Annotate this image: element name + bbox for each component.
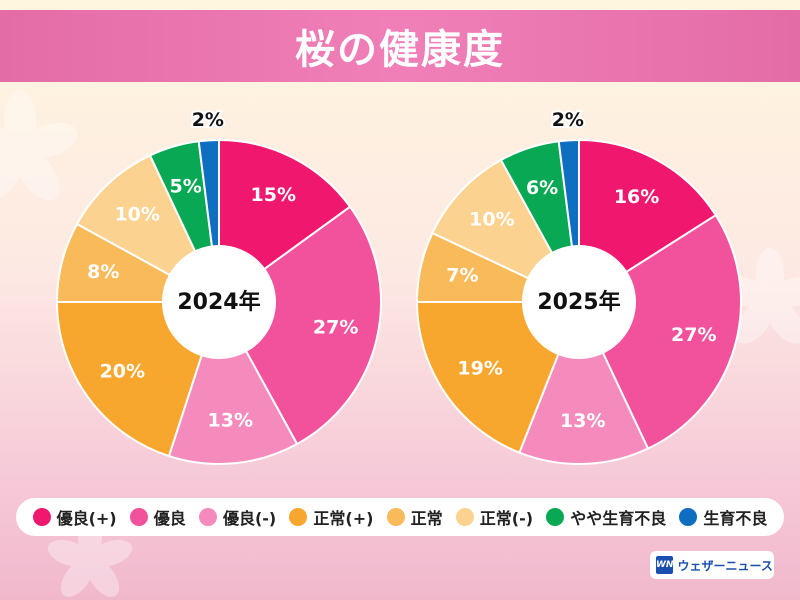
legend-item: 優良(-)	[198, 505, 277, 529]
legend-item: 正常	[386, 505, 443, 529]
weathernews-logo: WN ウェザーニュース	[650, 551, 774, 579]
legend-item: 優良	[129, 505, 186, 529]
legend-label: 優良(-)	[222, 509, 277, 528]
slice-label: 13%	[560, 410, 605, 432]
legend-label: 正常	[410, 509, 443, 528]
pie-center	[162, 245, 276, 359]
legend-swatch	[455, 508, 474, 526]
slice-label: 15%	[251, 184, 296, 206]
pie-slice	[217, 205, 382, 446]
slice-label: 19%	[457, 358, 502, 380]
legend-item: 生育不良	[679, 505, 767, 529]
legend-swatch	[679, 508, 698, 526]
legend-item: 正常(-)	[455, 505, 534, 529]
legend-label: 優良(+)	[56, 509, 117, 528]
slice-label: 6%	[526, 177, 558, 199]
slice-label: 10%	[114, 203, 159, 225]
legend-item: 正常(+)	[289, 505, 373, 529]
page-title: 桜の健康度	[295, 27, 505, 73]
legend-swatch	[546, 508, 565, 526]
pie-center-label: 2025年	[537, 289, 620, 315]
slice-label: 2%	[552, 109, 584, 131]
pie-chart-2: 16% 27% 13% 19% 7% 10% 6% 2% 2025年	[415, 107, 742, 465]
legend-label: やや生育不良	[570, 509, 667, 528]
legend-item: やや生育不良	[546, 505, 666, 529]
title-banner: 桜の健康度	[0, 10, 800, 82]
weathernews-logo-text: ウェザーニュース	[677, 558, 773, 573]
weathernews-logo-mark: WN	[656, 556, 674, 574]
pie-slice	[518, 299, 650, 465]
slice-label: 20%	[100, 361, 145, 383]
slice-label: 8%	[87, 261, 119, 283]
slice-label: 27%	[313, 317, 358, 339]
slice-label: 13%	[208, 409, 253, 431]
legend-swatch	[386, 508, 405, 526]
legend-swatch	[289, 508, 308, 526]
legend-swatch	[32, 508, 51, 526]
legend-label: 優良	[153, 509, 186, 528]
legend-swatch	[129, 508, 148, 526]
slice-label: 7%	[446, 264, 478, 286]
slice-label: 16%	[614, 186, 659, 208]
pie-slice	[167, 299, 299, 465]
pie-center-label: 2024年	[177, 289, 260, 315]
pie-chart-1: 15% 27% 13% 20% 8% 10% 5% 2% 2024年	[55, 107, 382, 465]
legend-item: 優良(+)	[32, 505, 117, 529]
pie-slice	[577, 213, 742, 450]
legend-label: 生育不良	[703, 509, 768, 528]
pie-center	[522, 245, 636, 359]
legend-label: 正常(-)	[479, 509, 534, 528]
slice-label: 27%	[671, 324, 716, 346]
slice-label: 2%	[192, 109, 224, 131]
legend-label: 正常(+)	[313, 509, 374, 528]
slice-label: 10%	[469, 209, 514, 231]
legend-swatch	[198, 508, 217, 526]
slice-label: 5%	[170, 176, 202, 198]
legend: 優良(+) 優良 優良(-) 正常(+) 正常 正常(-) やや生育不良 生育不良	[16, 498, 784, 536]
